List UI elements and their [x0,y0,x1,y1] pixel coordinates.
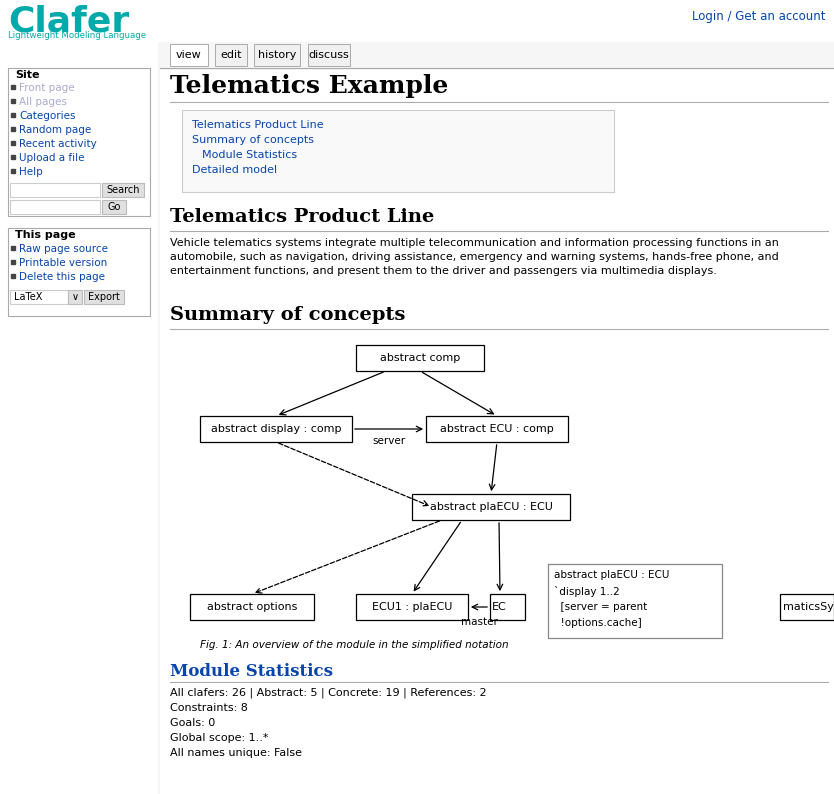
Text: Random page: Random page [19,125,91,135]
Text: Lightweight Modeling Language: Lightweight Modeling Language [8,31,146,40]
FancyBboxPatch shape [170,44,208,66]
FancyBboxPatch shape [68,290,82,304]
Text: Site: Site [15,70,39,80]
FancyBboxPatch shape [190,594,314,620]
Text: Module Statistics: Module Statistics [170,663,333,680]
Text: entertainment functions, and present them to the driver and passengers via multi: entertainment functions, and present the… [170,266,717,276]
Text: Telematics Example: Telematics Example [170,74,449,98]
Text: view: view [176,50,202,60]
Text: !options.cache]: !options.cache] [554,618,641,628]
Text: `display 1..2: `display 1..2 [554,586,620,597]
FancyBboxPatch shape [254,44,300,66]
Text: edit: edit [220,50,242,60]
Text: Telematics Product Line: Telematics Product Line [170,208,435,226]
Text: Front page: Front page [19,83,74,93]
FancyBboxPatch shape [356,594,468,620]
Text: All clafers: 26 | Abstract: 5 | Concrete: 19 | References: 2: All clafers: 26 | Abstract: 5 | Concrete… [170,688,486,699]
Text: Raw page source: Raw page source [19,244,108,254]
FancyBboxPatch shape [160,42,834,70]
Text: abstract plaECU : ECU: abstract plaECU : ECU [430,502,552,512]
Text: All names unique: False: All names unique: False [170,748,302,758]
Text: Goals: 0: Goals: 0 [170,718,215,728]
FancyBboxPatch shape [215,44,247,66]
FancyBboxPatch shape [84,290,124,304]
FancyBboxPatch shape [548,564,722,638]
Text: server: server [373,436,405,446]
Text: Module Statistics: Module Statistics [202,150,297,160]
FancyBboxPatch shape [308,44,350,66]
Text: All pages: All pages [19,97,67,107]
Text: Delete this page: Delete this page [19,272,105,282]
Text: Upload a file: Upload a file [19,153,84,163]
Text: Categories: Categories [19,111,76,121]
Text: Global scope: 1..*: Global scope: 1..* [170,733,269,743]
FancyBboxPatch shape [356,345,484,371]
Text: Recent activity: Recent activity [19,139,97,149]
Text: This page: This page [15,230,76,240]
Text: abstract ECU : comp: abstract ECU : comp [440,424,554,434]
FancyBboxPatch shape [10,290,68,304]
FancyBboxPatch shape [200,416,352,442]
Text: [server = parent: [server = parent [554,602,647,612]
Text: Help: Help [19,167,43,177]
FancyBboxPatch shape [10,200,100,214]
Text: master: master [460,617,497,627]
Text: Summary of concepts: Summary of concepts [192,135,314,145]
FancyBboxPatch shape [490,594,525,620]
Text: maticsSystem: maticsSystem [783,602,834,612]
Text: Fig. 1: An overview of the module in the simplified notation: Fig. 1: An overview of the module in the… [200,640,509,650]
Text: Printable version: Printable version [19,258,108,268]
FancyBboxPatch shape [8,228,150,316]
Text: history: history [258,50,296,60]
FancyBboxPatch shape [0,42,158,794]
FancyBboxPatch shape [780,594,834,620]
FancyBboxPatch shape [8,68,150,216]
Text: ECU1 : plaECU: ECU1 : plaECU [372,602,452,612]
Text: abstract display : comp: abstract display : comp [211,424,341,434]
Text: Login / Get an account: Login / Get an account [692,10,826,23]
FancyBboxPatch shape [0,0,834,42]
Text: automobile, such as navigation, driving assistance, emergency and warning system: automobile, such as navigation, driving … [170,252,779,262]
Text: discuss: discuss [309,50,349,60]
Text: abstract comp: abstract comp [379,353,460,363]
Text: Detailed model: Detailed model [192,165,277,175]
Text: LaTeX: LaTeX [14,292,43,302]
Text: Constraints: 8: Constraints: 8 [170,703,248,713]
FancyBboxPatch shape [102,183,144,197]
FancyBboxPatch shape [426,416,568,442]
Text: abstract options: abstract options [207,602,297,612]
FancyBboxPatch shape [102,200,126,214]
FancyBboxPatch shape [412,494,570,520]
Text: Telematics Product Line: Telematics Product Line [192,120,324,130]
Text: ∨: ∨ [72,292,78,302]
Text: Vehicle telematics systems integrate multiple telecommunication and information : Vehicle telematics systems integrate mul… [170,238,779,248]
Text: Clafer: Clafer [8,5,129,39]
Text: abstract plaECU : ECU: abstract plaECU : ECU [554,570,670,580]
Text: Export: Export [88,292,120,302]
FancyBboxPatch shape [160,42,834,794]
Text: EC: EC [492,602,507,612]
Text: Go: Go [108,202,121,212]
Text: Summary of concepts: Summary of concepts [170,306,405,324]
FancyBboxPatch shape [10,183,100,197]
Text: Search: Search [106,185,140,195]
FancyBboxPatch shape [182,110,614,192]
